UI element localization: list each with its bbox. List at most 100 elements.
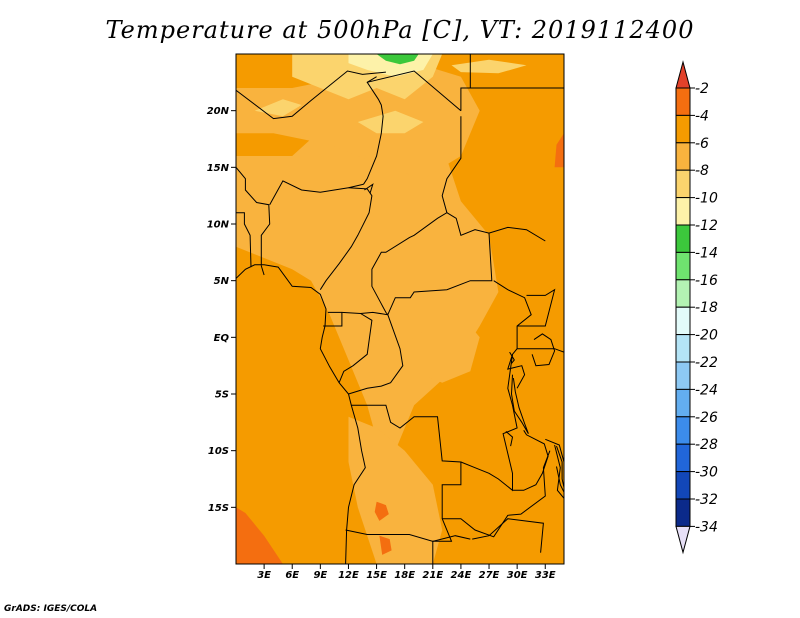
colorbar-label: -16: [695, 273, 718, 289]
x-tick-label: 12E: [338, 570, 359, 581]
lakes: [364, 183, 564, 494]
colorbar-label: -12: [695, 218, 718, 234]
region-sahara-streak: [357, 110, 424, 134]
boundary-line: [512, 430, 549, 491]
colorbar-label: -20: [695, 328, 718, 344]
region-warm-spot-east: [554, 133, 564, 168]
temperature-field: [236, 54, 564, 564]
y-tick-label: 10S: [208, 446, 229, 457]
boundary-line: [351, 404, 462, 564]
colorbar-box: [675, 87, 691, 116]
colorbar-arrow-bottom: [675, 525, 691, 555]
colorbar-label: -26: [695, 410, 718, 426]
boundary-line: [236, 166, 271, 266]
colorbar-box: [675, 416, 691, 445]
boundary-line: [446, 212, 546, 242]
boundary-line: [371, 116, 462, 316]
lake-outline: [510, 374, 529, 434]
boundary-line: [517, 288, 556, 327]
boundary-line: [460, 280, 532, 492]
x-tick-label: 9E: [313, 570, 327, 581]
country-boundaries: [236, 54, 564, 564]
colorbar-label: -4: [695, 108, 709, 124]
colorbar-label: -6: [695, 136, 709, 152]
y-tick-label: 15N: [207, 163, 230, 174]
colorbar-box: [675, 251, 691, 281]
boundary-line: [236, 264, 366, 564]
colorbar-label: -14: [695, 245, 718, 261]
y-tick-label: 15S: [208, 503, 229, 514]
colorbar-label: -32: [695, 492, 718, 508]
colorbar-box: [675, 498, 691, 527]
boundary-line: [387, 233, 493, 315]
chart-title: Temperature at 500hPa [C], VT: 201911240…: [105, 16, 695, 44]
boundary-line: [345, 529, 471, 542]
lake-outline: [505, 431, 514, 447]
plot-frame: [235, 53, 565, 565]
x-tick-label: 21E: [422, 570, 443, 581]
colorbar-label: -2: [695, 81, 709, 97]
y-tick-label: 5S: [215, 390, 229, 401]
colorbar-box: [675, 142, 691, 171]
boundary-line: [363, 76, 384, 185]
boundary-line: [323, 312, 343, 327]
colorbar-label: -28: [695, 437, 718, 453]
boundary-line: [236, 212, 252, 268]
colorbar-arrow-top: [675, 60, 691, 89]
boundary-line: [367, 70, 462, 112]
region-warm-spot-angola: [374, 501, 389, 521]
boundary-line: [319, 187, 373, 290]
colorbar-box: [675, 306, 691, 336]
boundary-line: [269, 180, 364, 205]
grads-credit: GrADS: IGES/COLA: [4, 604, 98, 614]
colorbar-label: -18: [695, 300, 718, 316]
colorbar-label: -8: [695, 163, 709, 179]
x-tick-label: 18E: [394, 570, 415, 581]
boundary-line: [460, 54, 471, 111]
x-tick-label: 33E: [535, 570, 556, 581]
y-tick-label: 5N: [214, 276, 230, 287]
colorbar-box: [675, 443, 691, 473]
y-tick-label: 10N: [207, 220, 230, 231]
lake-outline: [531, 333, 556, 367]
boundary-line: [338, 313, 373, 383]
boundary-line: [507, 354, 526, 389]
y-tick-label: EQ: [214, 333, 230, 344]
colorbar-box: [675, 471, 691, 500]
x-tick-label: 27E: [479, 570, 500, 581]
colorbar-label: -24: [695, 382, 718, 398]
x-tick-label: 24E: [451, 570, 472, 581]
x-tick-label: 3E: [257, 570, 271, 581]
boundary-line: [236, 70, 386, 120]
y-tick-label: 20N: [207, 106, 230, 117]
boundary-line: [442, 450, 551, 538]
colorbar-box: [675, 197, 691, 226]
boundary-line: [554, 444, 564, 521]
boundary-line: [472, 518, 544, 553]
lake-outline: [364, 183, 374, 194]
x-tick-label: 30E: [507, 570, 528, 581]
boundary-line: [545, 438, 564, 496]
colorbar-label: -30: [695, 465, 718, 481]
lake-outline: [556, 445, 564, 494]
region-angola-plateau: [348, 416, 443, 564]
colorbar-box: [675, 279, 691, 308]
colorbar-label: -10: [695, 191, 718, 207]
x-tick-label: 15E: [366, 570, 387, 581]
colorbar-label: -22: [695, 355, 718, 371]
colorbar-box: [675, 361, 691, 390]
boundary-line: [348, 314, 404, 395]
colorbar-label: -34: [695, 519, 718, 535]
colorbar-box: [675, 169, 691, 199]
x-tick-label: 6E: [285, 570, 299, 581]
region-sahara-streak-2: [254, 99, 302, 117]
boundary-line: [517, 348, 564, 353]
boundary-line: [260, 265, 265, 276]
colorbar-box: [675, 334, 691, 363]
lake-outline: [509, 351, 515, 364]
region-atlantic-southwest: [236, 507, 283, 564]
colorbar-box: [675, 114, 691, 144]
colorbar-box: [675, 388, 691, 418]
